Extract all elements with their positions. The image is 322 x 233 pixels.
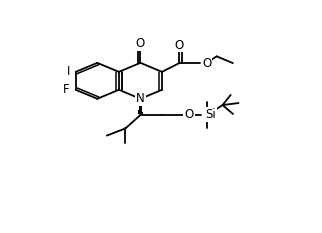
Text: O: O	[136, 37, 145, 50]
Text: O: O	[185, 108, 194, 121]
Text: I: I	[67, 65, 70, 78]
Text: F: F	[63, 83, 70, 96]
Text: O: O	[202, 57, 211, 70]
Text: O: O	[175, 38, 184, 51]
Text: N: N	[136, 92, 145, 105]
Text: Si: Si	[205, 108, 216, 121]
